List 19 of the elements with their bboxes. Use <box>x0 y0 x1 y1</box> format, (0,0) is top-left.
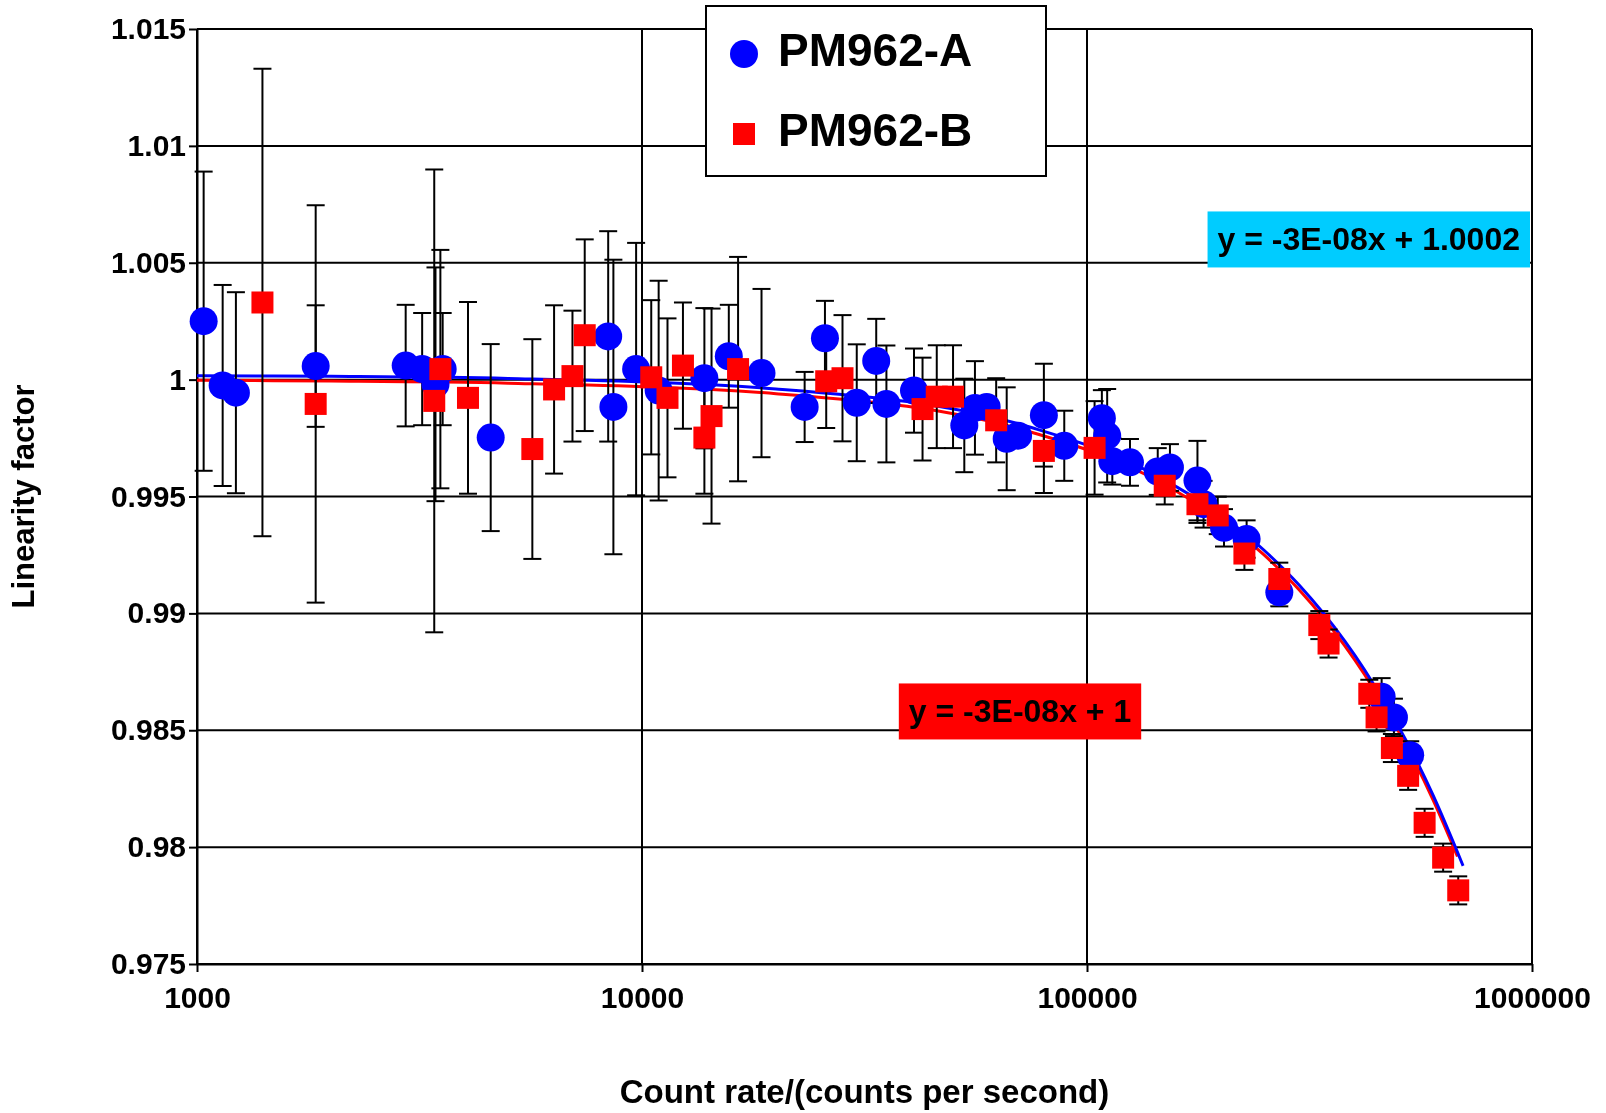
x-axis-title: Count rate/(counts per second) <box>619 1073 1110 1110</box>
legend-label: PM962-B <box>778 104 973 157</box>
y-tick-label: 1.01 <box>127 128 186 162</box>
legend-label: PM962-A <box>778 24 973 77</box>
annotation: y = -3E-08x + 1.0002 <box>1217 221 1520 258</box>
y-tick-label: 1.015 <box>110 12 186 46</box>
y-tick-label: 1.005 <box>110 245 186 279</box>
y-tick-label: 0.975 <box>110 947 186 981</box>
y-tick-label: 0.995 <box>110 479 186 513</box>
y-tick-label: 0.99 <box>127 596 186 630</box>
y-tick-label: 0.98 <box>127 830 186 864</box>
y-tick-label: 1 <box>169 362 186 396</box>
x-tick-label: 10000 <box>600 981 685 1014</box>
x-tick-label: 1000 <box>164 981 231 1014</box>
x-tick-label: 1000000 <box>1474 981 1591 1014</box>
x-tick-label: 100000 <box>1037 981 1138 1014</box>
annotation: y = -3E-08x + 1 <box>908 693 1132 730</box>
y-tick-label: 0.985 <box>110 713 186 747</box>
y-axis-title: Linearity factor <box>6 384 41 609</box>
